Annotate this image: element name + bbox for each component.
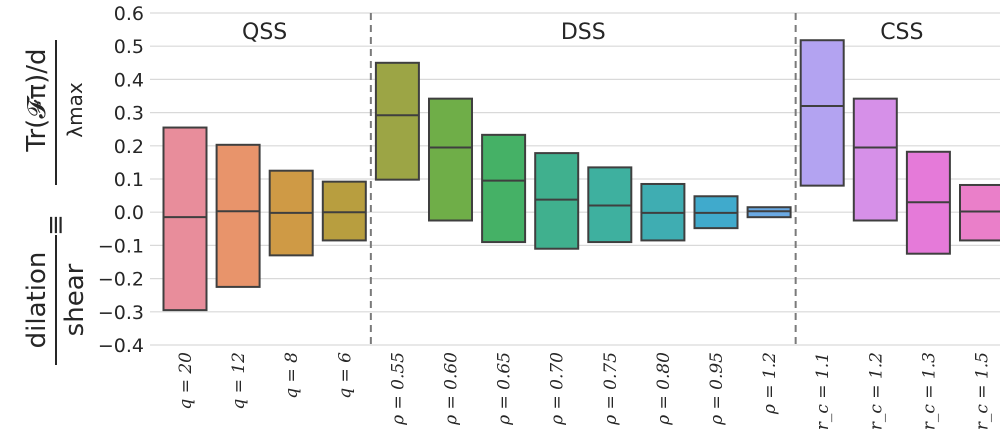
x-tick-label: q = 8: [282, 352, 302, 399]
x-tick-label: ρ = 0.95: [707, 352, 727, 426]
x-tick-label: r_c = 1.2: [866, 352, 886, 430]
y-tick-label: 0.6: [114, 3, 144, 25]
group-label: DSS: [561, 20, 606, 45]
group-separators: [369, 13, 797, 345]
ylabel-right-denominator: λmax: [63, 82, 87, 138]
x-tick-labels: q = 20 q = 12 q = 8 q = 6 ρ = 0.55 ρ = 0.60 ρ …: [176, 352, 993, 430]
y-axis-label: dilation shear ≡ Tr(𝓕π)/d λmax: [22, 40, 90, 365]
box: [481, 133, 527, 244]
ylabel-right-numerator: Tr(𝓕π)/d: [22, 48, 52, 152]
box: [162, 126, 208, 312]
ylabel-left-denominator: shear: [60, 263, 90, 336]
ylabel-left-numerator: dilation: [22, 252, 52, 349]
box: [534, 152, 580, 250]
y-tick-label: −0.1: [98, 235, 144, 257]
box: [852, 97, 898, 222]
box: [374, 61, 420, 181]
box: [215, 143, 261, 288]
y-tick-label: −0.2: [98, 269, 144, 291]
x-tick-label: r_c = 1.1: [813, 352, 833, 430]
x-tick-label: q = 6: [335, 352, 355, 399]
group-label: QSS: [242, 20, 287, 45]
x-tick-label: ρ = 0.65: [495, 352, 515, 426]
x-tick-label: ρ = 0.70: [548, 352, 568, 426]
x-tick-label: ρ = 1.2: [760, 352, 780, 415]
box: [799, 39, 845, 187]
y-tick-label: 0.5: [114, 36, 144, 58]
boxes-layer: [162, 39, 1000, 312]
x-tick-label: ρ = 0.60: [442, 352, 462, 426]
box: [428, 97, 473, 222]
y-tick-label: 0.4: [114, 69, 144, 91]
y-tick-label: 0.2: [114, 136, 144, 158]
x-tick-label: q = 20: [176, 352, 196, 410]
y-tick-label: −0.3: [98, 302, 144, 324]
y-tick-label: −0.4: [98, 335, 144, 357]
group-label: CSS: [880, 20, 923, 45]
ylabel-equiv: ≡: [41, 214, 71, 236]
x-tick-label: ρ = 0.80: [654, 352, 674, 426]
y-ticks: −0.4 −0.3 −0.2 −0.1 0.0 0.1 0.2 0.3 0.4 0.5 0.6: [98, 3, 144, 357]
x-tick-label: q = 12: [229, 352, 249, 410]
y-tick-label: 0.3: [114, 103, 144, 125]
x-tick-label: r_c = 1.3: [919, 352, 939, 430]
box: [959, 183, 1000, 242]
x-tick-label: r_c = 1.5: [973, 352, 993, 430]
group-labels: QSS DSS CSS: [242, 20, 923, 45]
y-tick-label: 0.1: [114, 169, 144, 191]
box: [321, 180, 367, 242]
x-tick-label: ρ = 0.75: [601, 352, 621, 426]
x-tick-label: ρ = 0.55: [388, 352, 408, 426]
y-tick-label: 0.0: [114, 202, 144, 224]
